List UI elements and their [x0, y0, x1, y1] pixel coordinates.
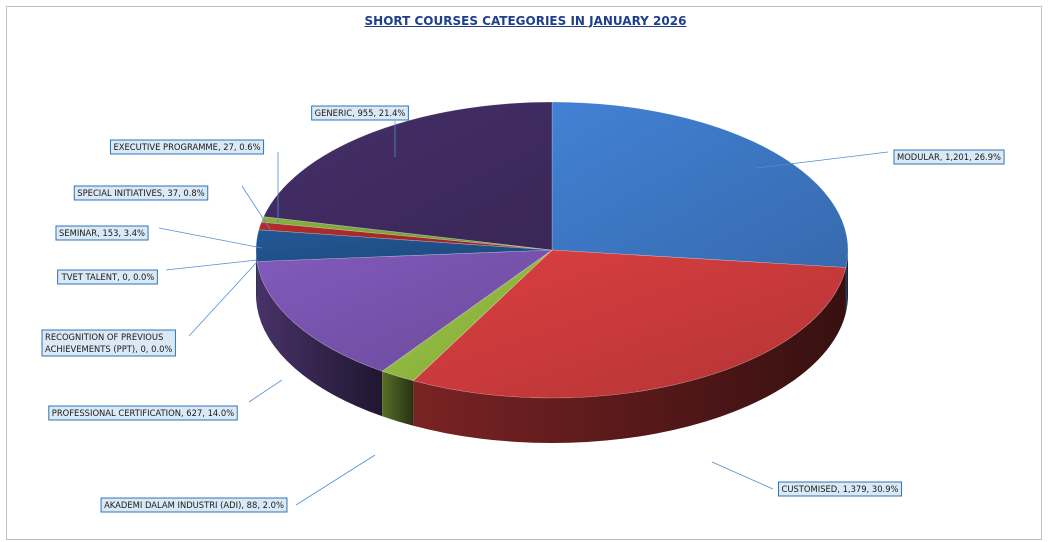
svg-text:AKADEMI DALAM INDUSTRI (ADI),: AKADEMI DALAM INDUSTRI (ADI), 88, 2.0% — [104, 500, 284, 510]
pie-side-seminar — [256, 250, 257, 307]
leader-line-seminar — [158, 227, 263, 249]
pie-slice-special-initiatives — [258, 221, 553, 251]
pie-slice-professional-certification — [256, 249, 553, 372]
data-label-recognition-of-previous-achievements-ppt-: RECOGNITION OF PREVIOUS ACHIEVEMENTS (PPT… — [41, 329, 176, 357]
chart-title: SHORT COURSES CATEGORIES IN JANUARY 2026 — [364, 14, 687, 28]
pie-slice-executive-programme — [260, 216, 553, 251]
pie-slice-akademi-dalam-industri-adi- — [381, 249, 553, 382]
leader-line-akademi-dalam-industri-adi- — [295, 454, 376, 506]
data-label-executive-programme: EXECUTIVE PROGRAMME, 27, 0.6% — [109, 139, 265, 155]
leader-line-recognition-of-previous-achievements-ppt- — [188, 261, 258, 337]
pie-side-customised — [413, 267, 846, 443]
svg-text:SEMINAR, 153, 3.4%: SEMINAR, 153, 3.4% — [59, 228, 145, 238]
svg-text:PROFESSIONAL CERTIFICATION, 62: PROFESSIONAL CERTIFICATION, 627, 14.0% — [52, 408, 234, 418]
leader-line-professional-certification — [248, 379, 283, 403]
leader-line-customised — [711, 461, 774, 490]
pie-slice-customised — [412, 249, 847, 399]
data-label-tvet-talent: TVET TALENT, 0, 0.0% — [57, 269, 158, 285]
data-label-seminar: SEMINAR, 153, 3.4% — [55, 225, 149, 241]
leader-line-special-initiatives — [241, 185, 271, 230]
pie-slice-seminar — [255, 229, 553, 262]
data-label-akademi-dalam-industri-adi-: AKADEMI DALAM INDUSTRI (ADI), 88, 2.0% — [100, 497, 288, 513]
leader-line-modular — [756, 151, 889, 169]
svg-text:SPECIAL INITIATIVES, 37, 0.8%: SPECIAL INITIATIVES, 37, 0.8% — [77, 188, 204, 198]
data-label-professional-certification: PROFESSIONAL CERTIFICATION, 627, 14.0% — [48, 405, 238, 421]
svg-text:MODULAR, 1,201, 26.9%: MODULAR, 1,201, 26.9% — [897, 152, 1001, 162]
data-label-special-initiatives: SPECIAL INITIATIVES, 37, 0.8% — [73, 185, 209, 201]
svg-text:CUSTOMISED, 1,379, 30.9%: CUSTOMISED, 1,379, 30.9% — [782, 484, 899, 494]
svg-text:GENERIC, 955, 21.4%: GENERIC, 955, 21.4% — [315, 108, 406, 118]
pie-side-professional-certification — [256, 261, 383, 417]
data-label-modular: MODULAR, 1,201, 26.9% — [893, 149, 1005, 165]
svg-text:EXECUTIVE PROGRAMME, 27, 0.6%: EXECUTIVE PROGRAMME, 27, 0.6% — [113, 142, 260, 152]
data-label-customised: CUSTOMISED, 1,379, 30.9% — [778, 481, 903, 497]
pie-slice-modular — [551, 101, 849, 268]
leader-line-tvet-talent — [165, 259, 258, 271]
pie-side-modular — [845, 250, 848, 313]
svg-text:TVET TALENT, 0, 0.0%: TVET TALENT, 0, 0.0% — [61, 272, 155, 282]
pie-side-akademi-dalam-industri-adi- — [382, 371, 414, 426]
data-label-generic: GENERIC, 955, 21.4% — [311, 105, 409, 121]
